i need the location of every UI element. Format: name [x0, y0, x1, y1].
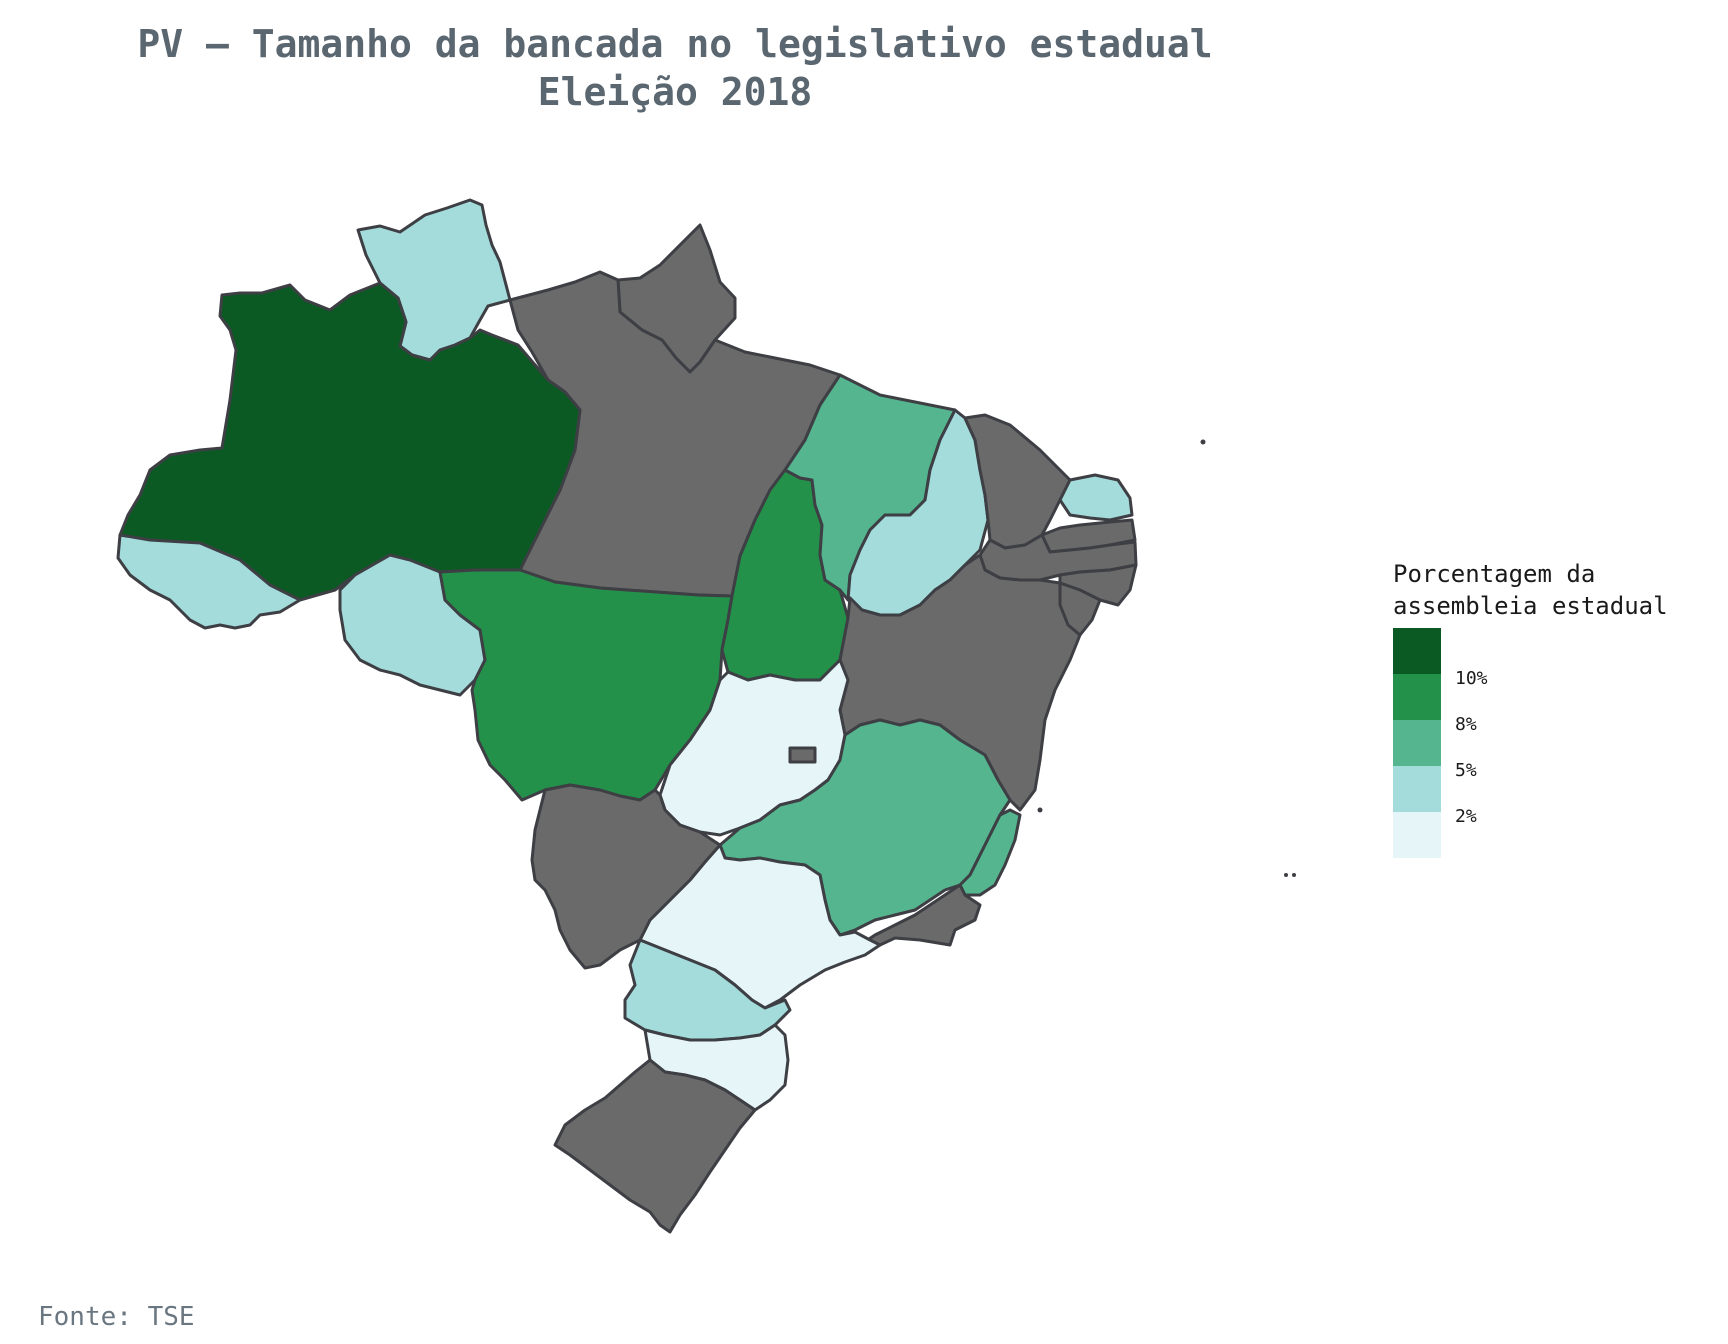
state-am — [118, 281, 582, 602]
legend-swatch — [1393, 674, 1441, 720]
island-dot — [1200, 439, 1206, 445]
state-rn — [1058, 473, 1134, 522]
island-dot — [1037, 807, 1043, 813]
title-line-2: Eleição 2018 — [537, 70, 813, 114]
legend-swatch — [1393, 812, 1441, 858]
legend-title: Porcentagem da assembleia estadual — [1393, 558, 1668, 622]
legend-swatch — [1393, 628, 1441, 674]
legend-tick-label: 5% — [1455, 760, 1477, 781]
island-dot — [1292, 873, 1296, 877]
state-mg — [718, 718, 1012, 937]
legend-title-line-2: assembleia estadual — [1393, 592, 1668, 620]
legend-color-scale — [1393, 628, 1441, 858]
legend-tick-label: 8% — [1455, 714, 1477, 735]
legend-swatch — [1393, 766, 1441, 812]
legend-tick-label: 10% — [1455, 668, 1488, 689]
chart-title: PV – Tamanho da bancada no legislativo e… — [0, 20, 1350, 116]
state-ac — [116, 533, 302, 630]
title-line-1: PV – Tamanho da bancada no legislativo e… — [137, 22, 1213, 66]
island-dot — [1284, 873, 1288, 877]
state-df — [788, 746, 817, 764]
legend-swatch — [1393, 720, 1441, 766]
state-rs — [553, 1058, 757, 1234]
legend-title-line-1: Porcentagem da — [1393, 560, 1596, 588]
legend-tick-label: 2% — [1455, 806, 1477, 827]
source-note: Fonte: TSE — [38, 1302, 195, 1332]
state-ms — [530, 783, 722, 970]
